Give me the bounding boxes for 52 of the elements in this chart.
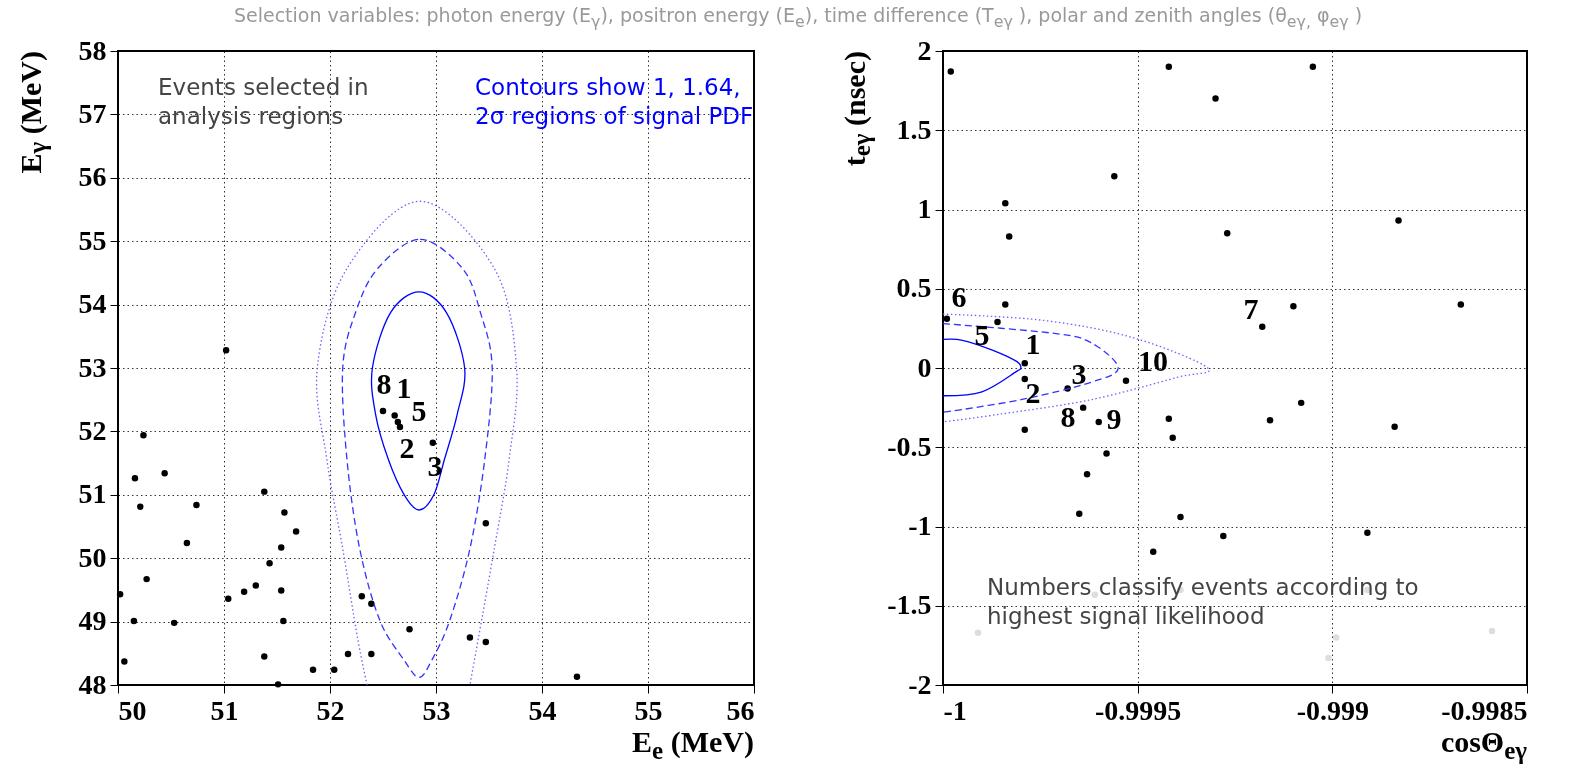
y-tick-label: 2: [917, 34, 932, 66]
x-tick-label: 56: [726, 694, 755, 726]
annotation: 1: [1025, 327, 1041, 360]
x-axis-title: cosΘ$_{eγ}$: [1440, 725, 1527, 765]
annotation: Numbers classify events according to highest signal likelihood: [987, 573, 1420, 631]
line-series: [315, 200, 518, 685]
y-tick-label: 50: [78, 541, 107, 573]
annotation: 9: [1106, 402, 1122, 435]
annotation: 1: [396, 371, 412, 404]
y-tick-label: 53: [78, 351, 107, 383]
y-tick-label: -1: [908, 510, 932, 541]
y-tick-label: 1.5: [896, 113, 932, 145]
x-tick-label: 50: [118, 694, 147, 726]
chart-title: Selection variables: photon energy (E$_{γ}$), positron energy (E$_{e}$), time difference (T$_{eγ}$ ), polar and zenith angles (θ$_{eγ,}$ φ$_{eγ}$ ): [233, 4, 1363, 31]
annotation: 8: [1060, 400, 1076, 433]
y-tick-label: 0.5: [896, 272, 932, 304]
x-tick-label: 51: [210, 694, 239, 726]
y-tick-label: 1: [917, 193, 932, 224]
y-tick-label: -1.5: [887, 589, 932, 621]
x-axis-title: E$_{e}$ (MeV): [632, 725, 754, 765]
x-tick-label: 55: [634, 694, 663, 726]
annotation: Contours show 1, 1.64, 2σ regions of signal PDF: [475, 73, 755, 131]
annotation: 6: [951, 280, 967, 313]
y-tick-label: 51: [78, 478, 107, 510]
y-tick-label: -0.5: [887, 430, 932, 462]
y-tick-label: 56: [78, 161, 107, 193]
annotation: 7: [1243, 292, 1259, 325]
annotation: 5: [974, 318, 990, 351]
y-tick-label: 0: [917, 351, 932, 383]
annotation: 5: [411, 394, 427, 427]
x-tick-label: -0.9985: [1441, 694, 1528, 726]
annotation: 3: [1071, 357, 1087, 390]
annotation: 2: [1025, 376, 1041, 409]
annotation: 8: [376, 367, 392, 400]
x-tick-label: 52: [316, 694, 345, 726]
y-tick-label: 55: [78, 224, 107, 256]
y-tick-label: 58: [78, 34, 107, 66]
y-tick-label: 57: [78, 97, 107, 129]
x-tick-label: 54: [528, 694, 557, 726]
annotation: Events selected in analysis regions: [158, 73, 370, 131]
y-tick-label: 49: [78, 605, 107, 637]
x-tick-label: -1: [943, 694, 967, 726]
y-tick-label: 54: [78, 288, 107, 320]
x-tick-label: -0.9995: [1095, 694, 1182, 726]
x-tick-label: -0.999: [1296, 694, 1369, 726]
y-tick-label: -2: [908, 668, 932, 700]
x-tick-label: 53: [422, 694, 451, 726]
annotation: 3: [427, 449, 443, 482]
annotation: 2: [399, 431, 415, 464]
annotation: 10: [1138, 344, 1168, 377]
y-tick-label: 48: [78, 668, 107, 700]
y-tick-label: 52: [78, 414, 107, 446]
